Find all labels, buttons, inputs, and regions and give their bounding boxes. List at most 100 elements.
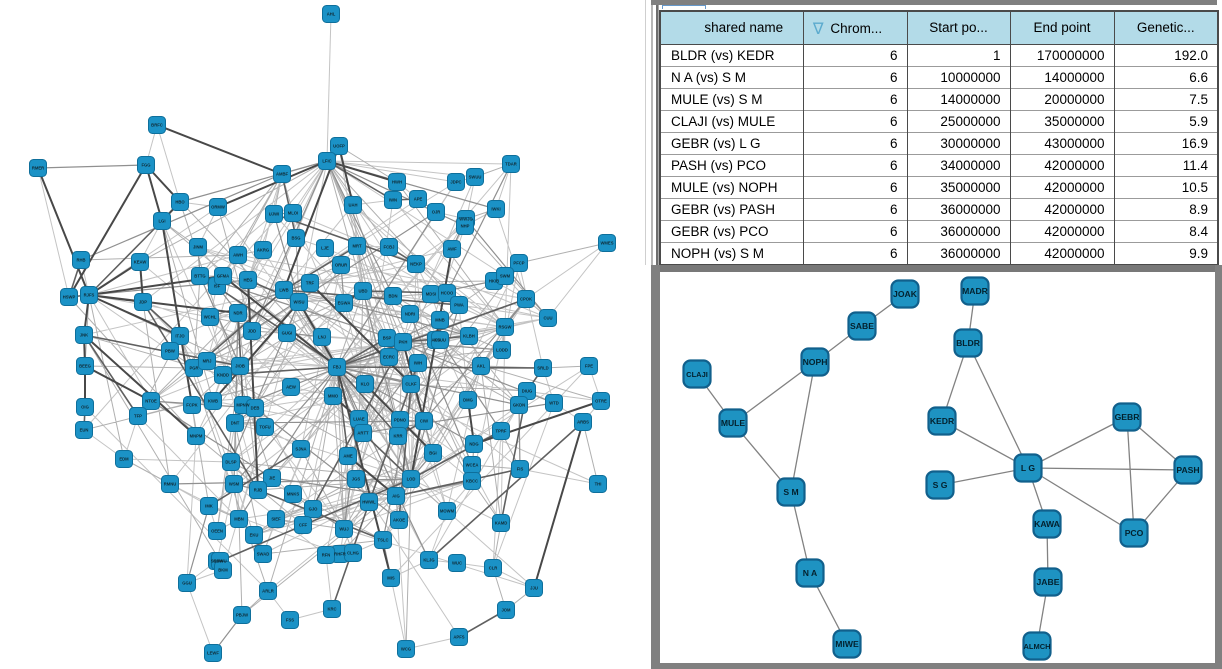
svg-text:KWB: KWB (208, 399, 218, 404)
svg-text:AKL: AKL (477, 364, 486, 369)
svg-text:KEDR: KEDR (930, 416, 955, 426)
svg-text:OIG: OIG (81, 405, 89, 410)
svg-text:MRT: MRT (352, 244, 362, 249)
svg-text:BDN: BDN (388, 294, 397, 299)
svg-text:RMER: RMER (32, 166, 44, 171)
svg-text:DMG: DMG (463, 398, 473, 403)
svg-text:WCG: WCG (401, 647, 411, 652)
svg-text:AEW: AEW (286, 385, 296, 390)
svg-text:KBCC: KBCC (466, 479, 478, 484)
svg-text:JOAK: JOAK (893, 289, 918, 299)
svg-text:FBJ: FBJ (333, 365, 342, 370)
svg-text:JINM: JINM (193, 245, 204, 250)
svg-text:SWAD: SWAD (257, 552, 270, 557)
svg-text:HWH: HWH (392, 180, 402, 185)
svg-text:PWA: PWA (454, 303, 464, 308)
svg-text:BRFC: BRFC (151, 123, 163, 128)
svg-text:TFP: TFP (134, 414, 142, 419)
svg-text:RHFR: RHFR (334, 552, 346, 557)
svg-text:FCPK: FCPK (186, 403, 197, 408)
svg-text:ALMCH: ALMCH (1023, 642, 1050, 651)
svg-text:BGI: BGI (429, 451, 436, 456)
svg-text:WSM: WSM (229, 482, 240, 487)
svg-text:FGG: FGG (141, 163, 150, 168)
svg-text:DNT: DNT (231, 421, 240, 426)
svg-text:LWB: LWB (279, 288, 288, 293)
svg-text:CLKF: CLKF (405, 382, 417, 387)
svg-text:SJNA: SJNA (295, 447, 306, 452)
svg-text:GEBR: GEBR (1115, 412, 1141, 422)
svg-text:BLDR: BLDR (956, 338, 981, 348)
svg-text:GUGI: GUGI (282, 331, 293, 336)
svg-text:JIE: JIE (269, 476, 275, 481)
svg-text:JOM: JOM (501, 608, 511, 613)
svg-text:AKRG: AKRG (257, 248, 269, 253)
svg-text:KEAW: KEAW (134, 260, 147, 265)
svg-text:CIW: CIW (420, 419, 428, 424)
svg-text:WCEA: WCEA (466, 463, 479, 468)
svg-text:PGR: PGR (189, 366, 198, 371)
svg-text:GJO: GJO (309, 507, 319, 512)
svg-text:RJB: RJB (254, 488, 262, 493)
svg-text:UJWI: UJWI (269, 212, 279, 217)
svg-text:MNB: MNB (435, 318, 445, 323)
svg-text:TPRF: TPRF (496, 429, 507, 434)
svg-text:NDR: NDR (233, 311, 242, 316)
svg-text:MULE: MULE (721, 418, 746, 428)
svg-text:WWJG: WWJG (459, 217, 473, 222)
svg-text:EKU: EKU (250, 533, 259, 538)
svg-text:SKSW: SKSW (211, 559, 224, 564)
svg-text:CLHG: CLHG (347, 551, 359, 556)
svg-text:JABE: JABE (1037, 577, 1060, 587)
svg-text:AWF: AWF (447, 247, 457, 252)
svg-text:MIS: MIS (387, 576, 395, 581)
svg-text:KNDD: KNDD (217, 373, 229, 378)
svg-text:MNKS: MNKS (287, 492, 300, 497)
svg-text:FCBJ: FCBJ (384, 245, 396, 250)
svg-text:SWUU: SWUU (469, 175, 482, 180)
svg-text:LJE: LJE (321, 246, 329, 251)
svg-text:OEEN: OEEN (211, 529, 223, 534)
svg-text:BSP: BSP (383, 336, 392, 341)
svg-text:LNJ: LNJ (318, 335, 327, 340)
svg-text:PBJW: PBJW (236, 613, 248, 618)
svg-text:GFMA: GFMA (217, 274, 229, 279)
svg-text:UOFP: UOFP (333, 144, 345, 149)
svg-text:SWM: SWM (500, 274, 511, 279)
svg-text:RSGW: RSGW (498, 325, 511, 330)
svg-text:NEKP: NEKP (410, 262, 422, 267)
svg-text:BKM: BKM (218, 568, 228, 573)
svg-text:LEWF: LEWF (207, 651, 219, 656)
svg-text:AWH: AWH (233, 253, 243, 258)
svg-text:JDPC: JDPC (450, 180, 461, 185)
svg-text:PFCP: PFCP (513, 261, 524, 266)
svg-text:MLOI: MLOI (288, 211, 298, 216)
svg-text:RFN: RFN (322, 553, 331, 558)
svg-text:PASH: PASH (1176, 465, 1199, 475)
svg-text:HEG: HEG (243, 278, 252, 283)
svg-text:EGWA: EGWA (338, 301, 351, 306)
svg-text:WISU: WISU (294, 300, 305, 305)
svg-text:ISF: ISF (214, 284, 221, 289)
svg-text:TRF: TRF (306, 281, 315, 286)
svg-text:MOWM: MOWM (440, 509, 455, 514)
svg-text:JJU: JJU (530, 586, 538, 591)
svg-text:APFS: APFS (453, 635, 464, 640)
svg-text:FPE: FPE (585, 364, 593, 369)
svg-text:OTRE: OTRE (595, 399, 607, 404)
svg-text:CUU: CUU (543, 316, 552, 321)
svg-text:AIG: AIG (392, 494, 399, 499)
svg-text:HBO: HBO (175, 200, 185, 205)
svg-text:JGS: JGS (352, 477, 361, 482)
svg-text:PDNO: PDNO (394, 418, 407, 423)
svg-text:MPNW: MPNW (236, 403, 249, 408)
svg-text:CPOK: CPOK (520, 297, 532, 302)
svg-text:TOFU: TOFU (259, 425, 270, 430)
svg-text:DEB: DEB (251, 406, 260, 411)
svg-text:RJFS: RJFS (84, 293, 95, 298)
svg-text:OHWU: OHWU (213, 559, 226, 564)
svg-text:KRR: KRR (393, 434, 402, 439)
svg-text:FSS: FSS (286, 618, 294, 623)
svg-text:MADR: MADR (962, 286, 989, 296)
svg-text:EUN: EUN (80, 428, 89, 433)
